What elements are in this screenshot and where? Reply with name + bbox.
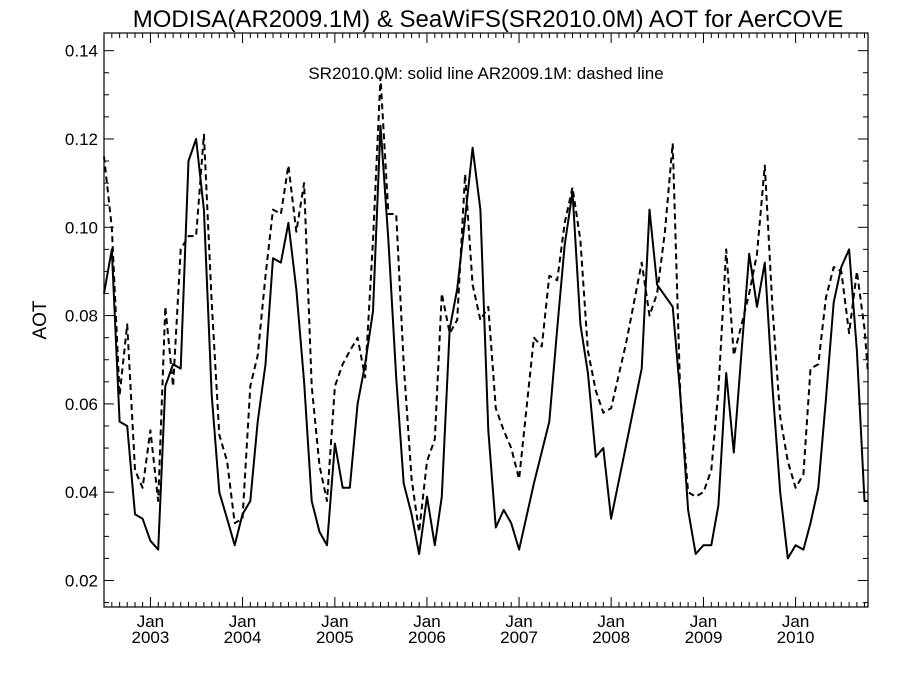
line-style-annotation: SR2010.0M: solid line AR2009.1M: dashed …: [308, 64, 663, 83]
x-tick-year-label: 2005: [316, 628, 354, 647]
x-tick-year-label: 2007: [500, 628, 538, 647]
y-tick-label: 0.14: [65, 42, 98, 61]
y-tick-label: 0.10: [65, 218, 98, 237]
y-tick-label: 0.12: [65, 130, 98, 149]
chart-title: MODISA(AR2009.1M) & SeaWiFS(SR2010.0M) A…: [133, 6, 843, 33]
y-tick-label: 0.02: [65, 572, 98, 591]
y-tick-label: 0.04: [65, 483, 98, 502]
x-tick-year-label: 2009: [685, 628, 723, 647]
x-tick-year-label: 2010: [777, 628, 815, 647]
dashed-series-line: [103, 76, 869, 533]
x-tick-year-label: 2003: [132, 628, 170, 647]
x-tick-month-label: Jan: [782, 612, 809, 631]
plot-frame: [103, 32, 869, 608]
plot-area: 0.020.040.060.080.100.120.14Jan2003Jan20…: [65, 32, 869, 647]
x-tick-month-label: Jan: [413, 612, 440, 631]
x-tick-year-label: 2008: [592, 628, 630, 647]
solid-series-line: [103, 124, 868, 560]
x-tick-month-label: Jan: [690, 612, 717, 631]
x-tick-month-label: Jan: [321, 612, 348, 631]
x-tick-month-label: Jan: [229, 612, 256, 631]
x-tick-year-label: 2006: [408, 628, 446, 647]
y-axis-label: AOT: [30, 300, 51, 339]
x-tick-month-label: Jan: [597, 612, 624, 631]
y-tick-label: 0.06: [65, 395, 98, 414]
x-tick-month-label: Jan: [505, 612, 532, 631]
x-tick-month-label: Jan: [137, 612, 164, 631]
x-tick-year-label: 2004: [224, 628, 262, 647]
y-tick-label: 0.08: [65, 307, 98, 326]
